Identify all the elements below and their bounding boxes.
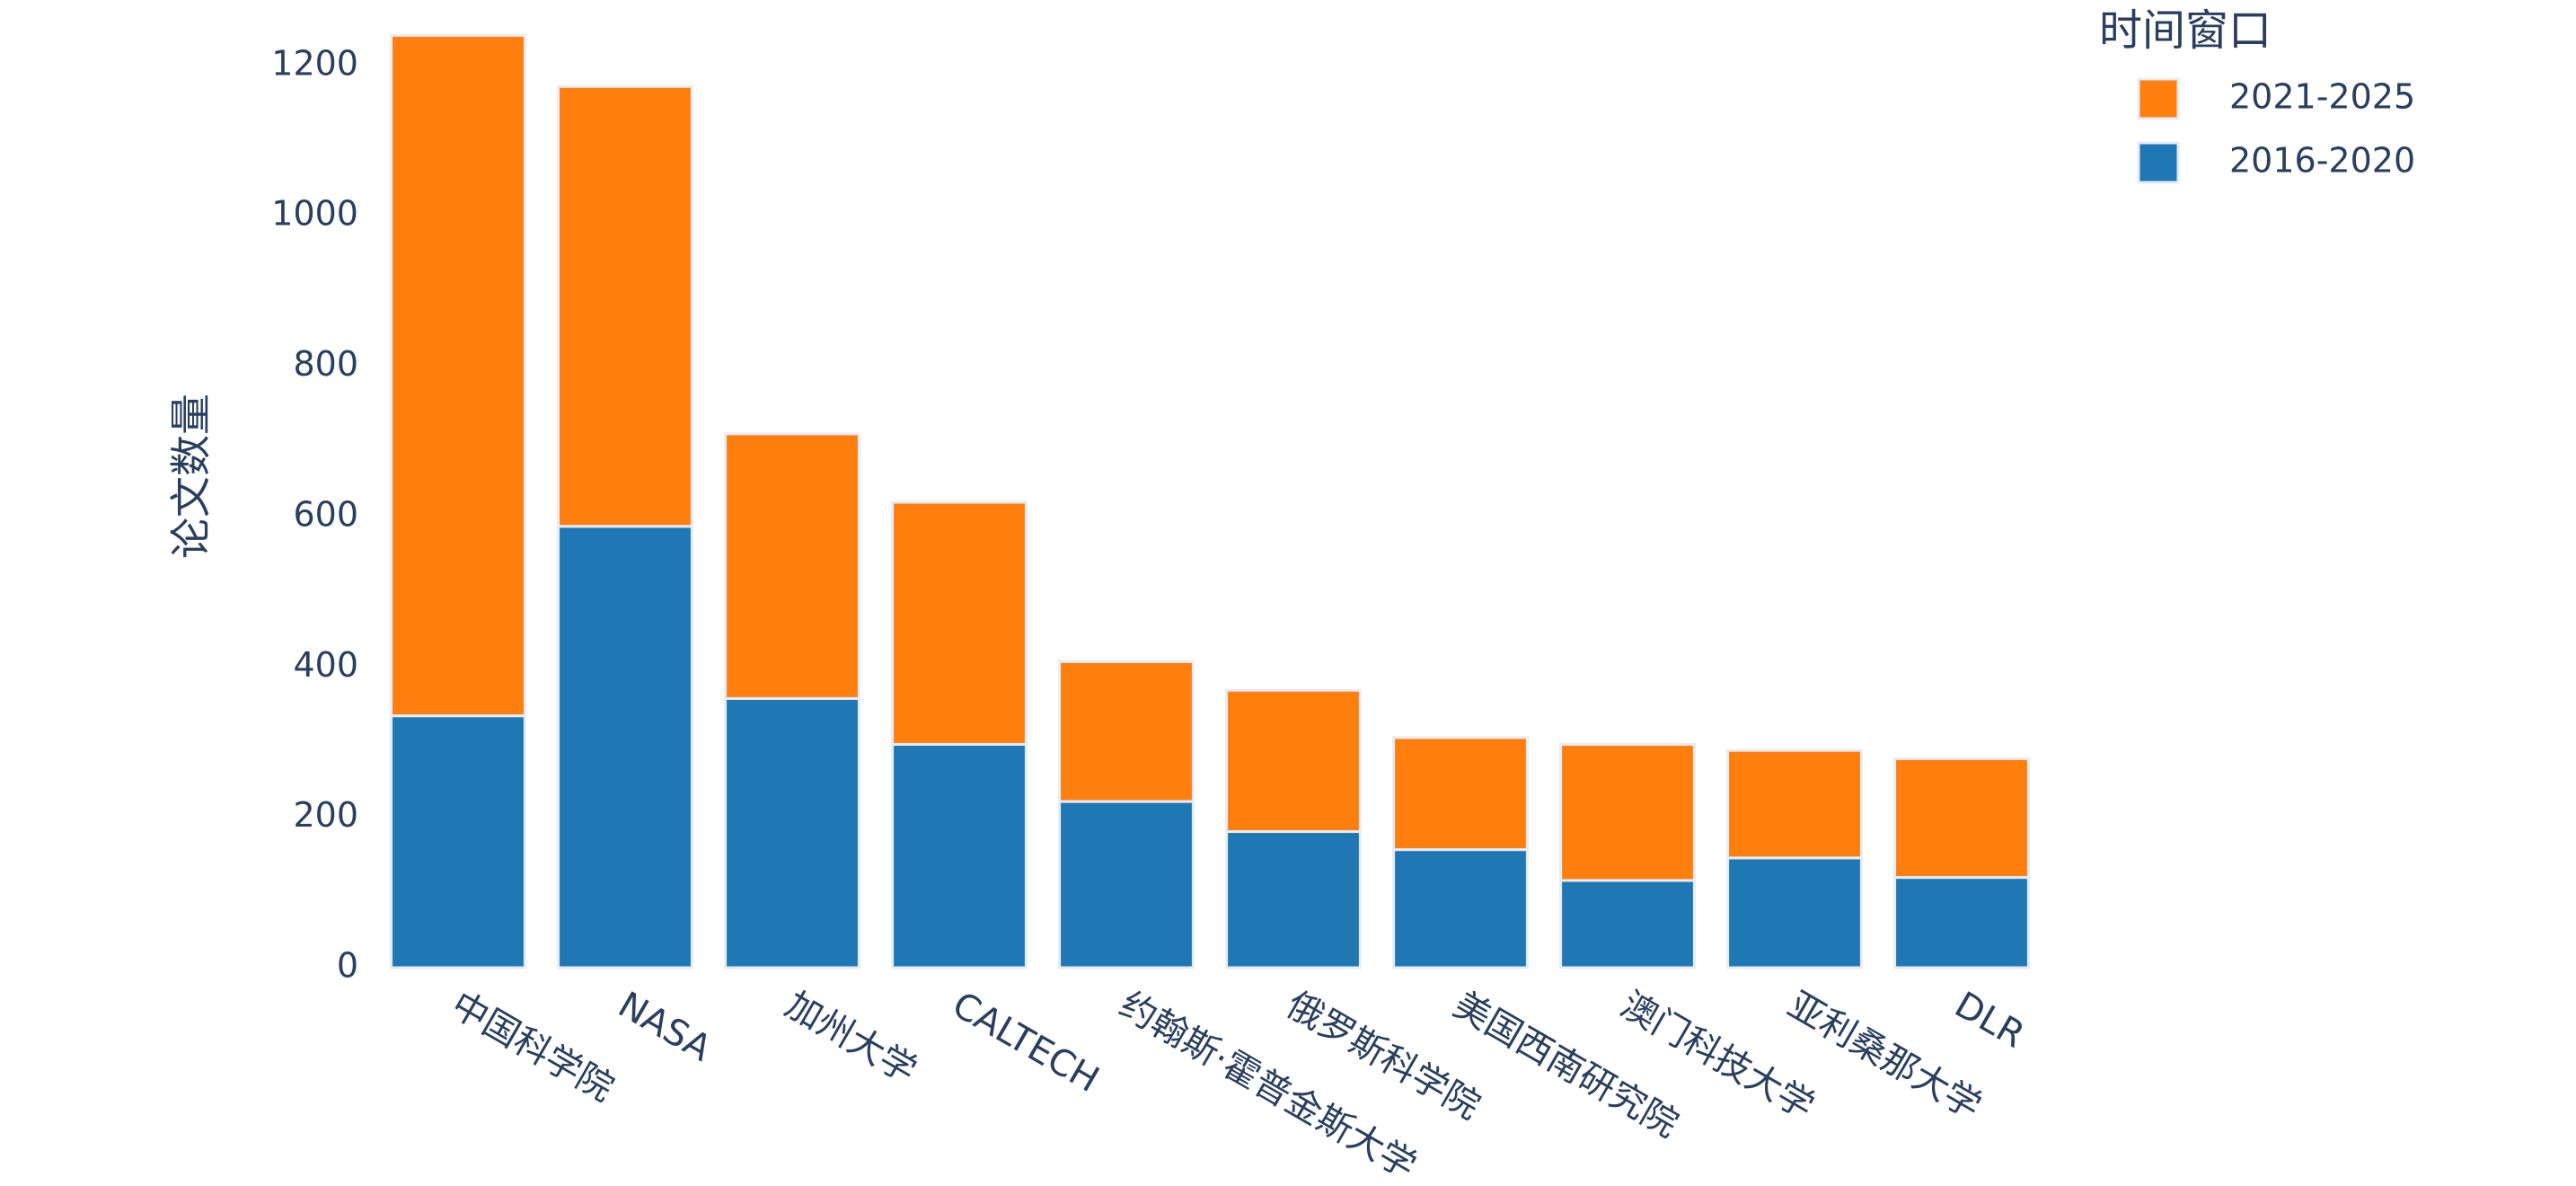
bar-segment <box>1893 876 2030 969</box>
bar-segment <box>1058 800 1195 969</box>
y-tick-label: 800 <box>293 344 358 384</box>
legend-title: 时间窗口 <box>2099 5 2272 56</box>
x-tick-label: 加州大学 <box>779 984 924 1092</box>
x-tick-label: 中国科学院 <box>445 984 621 1110</box>
bar-segment <box>1893 757 2030 880</box>
x-tick-label: CALTECH <box>946 984 1107 1101</box>
bar-segment <box>1726 748 1863 860</box>
legend-label: 2021-2025 <box>2229 77 2415 117</box>
bar-segment <box>1726 856 1863 969</box>
y-tick-label: 1000 <box>271 194 358 234</box>
y-axis-title: 论文数量 <box>167 394 216 559</box>
y-tick-label: 0 <box>337 946 358 986</box>
bar-segment <box>724 696 860 969</box>
bar-segment <box>891 500 1028 746</box>
x-tick-label: NASA <box>612 984 719 1070</box>
bar-segment <box>891 742 1028 969</box>
legend-swatch <box>2137 141 2180 184</box>
y-tick-label: 200 <box>293 795 358 835</box>
x-tick-label: 约翰斯·霍普金斯大学 <box>1113 984 1424 1186</box>
bar-segment <box>724 432 860 700</box>
legend-swatch <box>2137 77 2180 120</box>
bar-segment <box>1392 736 1529 852</box>
bar-segment <box>390 714 526 969</box>
bar-segment <box>1225 830 1362 969</box>
bar-segment <box>1058 659 1195 803</box>
y-tick-label: 400 <box>293 645 358 685</box>
y-tick-label: 1200 <box>271 43 358 83</box>
legend-label: 2016-2020 <box>2229 141 2415 181</box>
x-tick-label: DLR <box>1948 984 2032 1056</box>
bar-segment <box>1559 879 1696 969</box>
bar-segment <box>390 33 526 718</box>
bar-segment <box>1225 688 1362 834</box>
bar-segment <box>557 525 693 969</box>
bar-segment <box>1559 742 1696 882</box>
bar-segment <box>1392 848 1529 969</box>
y-tick-label: 600 <box>293 494 358 534</box>
bar-segment <box>557 84 693 528</box>
